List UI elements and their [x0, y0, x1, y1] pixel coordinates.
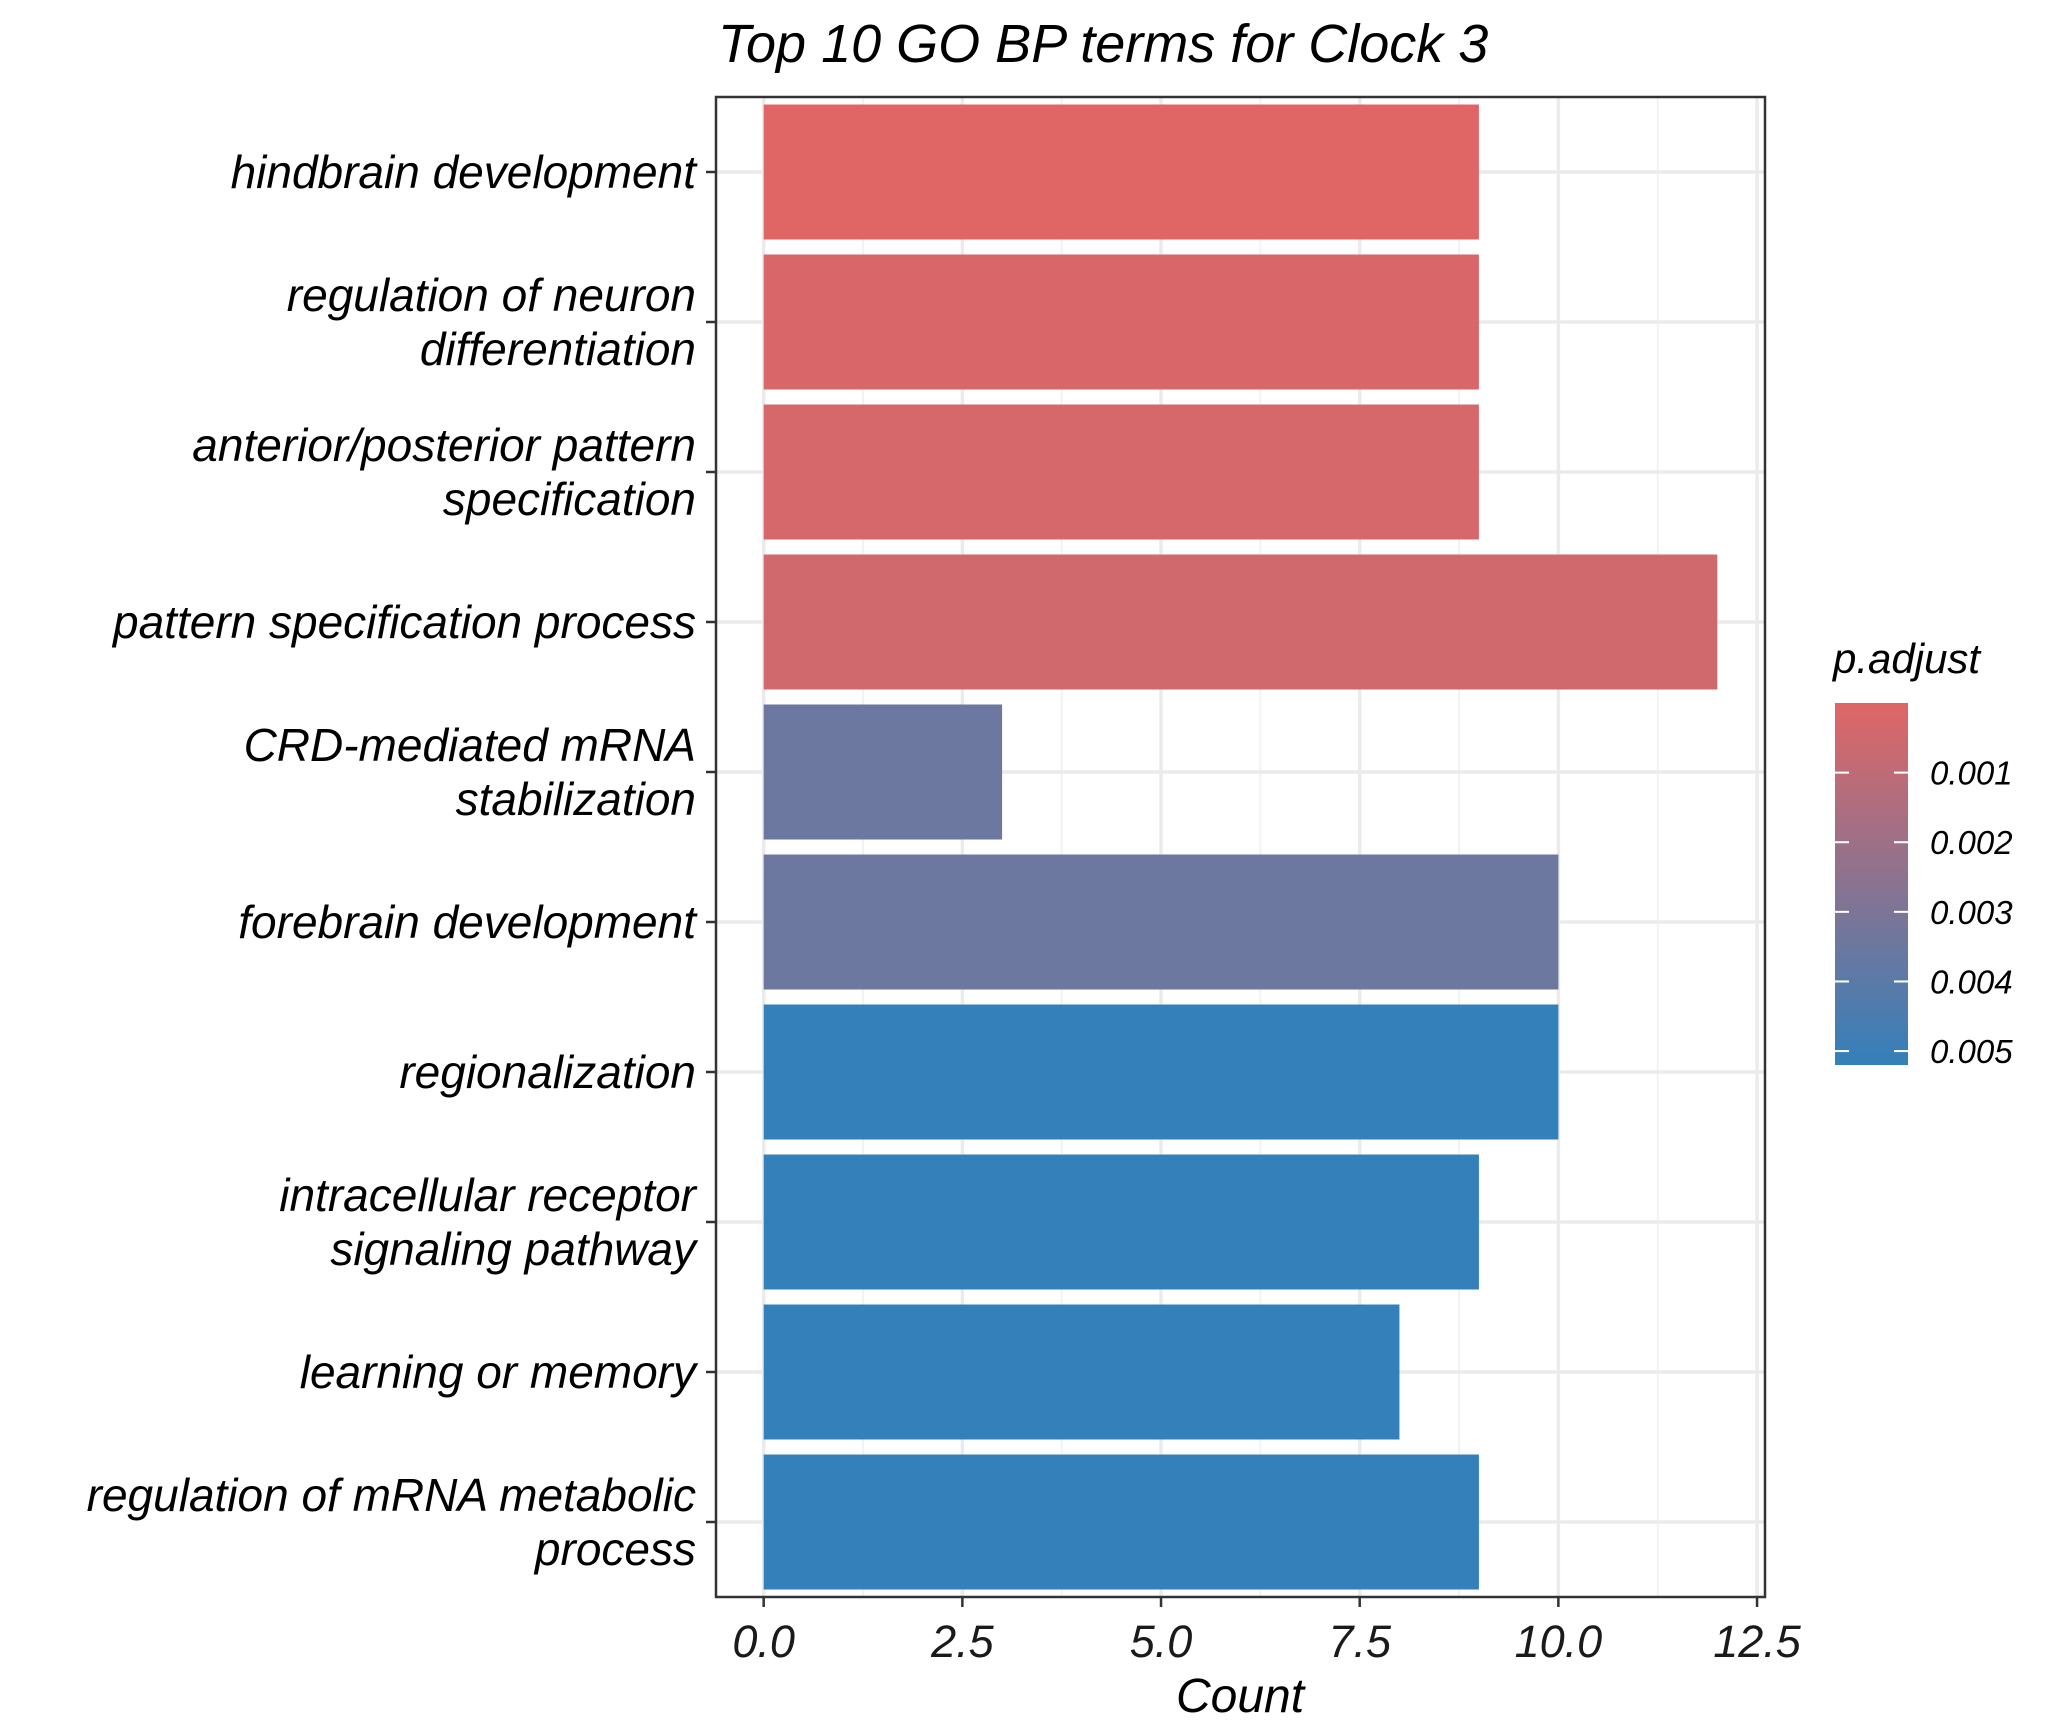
x-tick-label: 7.5 [1328, 1616, 1392, 1667]
legend-tick-label: 0.002 [1930, 824, 2013, 861]
plot-panel-border [714, 95, 1767, 1599]
x-tick-label: 12.5 [1713, 1616, 1802, 1667]
bar [763, 254, 1479, 390]
y-tick-label: learning or memory [300, 1346, 699, 1398]
y-tick-label: pattern specification process [111, 596, 696, 648]
y-tick-label: intracellular receptor signaling pathway [279, 1169, 699, 1275]
legend-tick-label: 0.001 [1930, 755, 2013, 792]
y-tick-label: regulation of mRNA metabolic process [87, 1469, 696, 1575]
y-axis: hindbrain development regulation of neuro… [87, 146, 716, 1575]
legend-ticks: 0.001 0.002 0.003 0.004 0.005 [1835, 755, 2013, 1070]
bar [763, 1304, 1400, 1440]
chart-title: Top 10 GO BP terms for Clock 3 [718, 14, 1488, 74]
bar [763, 704, 1003, 840]
y-tick-label: forebrain development [238, 896, 698, 948]
bar [763, 1454, 1479, 1590]
legend: p.adjust 0.001 0.002 0.003 0.004 0.005 [1831, 635, 2013, 1070]
bars [763, 104, 1718, 1590]
x-axis: 0.0 2.5 5.0 7.5 10.0 12.5 [732, 1597, 1802, 1667]
y-tick-label: regionalization [399, 1046, 696, 1098]
x-tick-label: 5.0 [1130, 1616, 1193, 1667]
legend-title: p.adjust [1831, 635, 1982, 682]
y-tick-label: CRD-mediated mRNA stabilization [244, 719, 696, 825]
bar [763, 1154, 1479, 1290]
legend-tick-label: 0.005 [1930, 1033, 2013, 1070]
bar [763, 1004, 1559, 1140]
x-tick-label: 10.0 [1515, 1616, 1603, 1667]
legend-tick-label: 0.003 [1930, 894, 2013, 931]
y-tick-label: regulation of neuron differentiation [287, 269, 696, 375]
x-tick-label: 2.5 [930, 1616, 995, 1667]
legend-tick-label: 0.004 [1930, 963, 2013, 1000]
bar [763, 554, 1718, 690]
x-axis-label: Count [1176, 1670, 1306, 1723]
x-tick-label: 0.0 [732, 1616, 795, 1667]
legend-colorbar [1835, 703, 1908, 1065]
bar [763, 404, 1479, 540]
bar [763, 104, 1479, 240]
y-tick-label: hindbrain development [231, 146, 699, 198]
bar [763, 854, 1559, 990]
y-tick-label: anterior/posterior pattern specification [192, 419, 696, 525]
